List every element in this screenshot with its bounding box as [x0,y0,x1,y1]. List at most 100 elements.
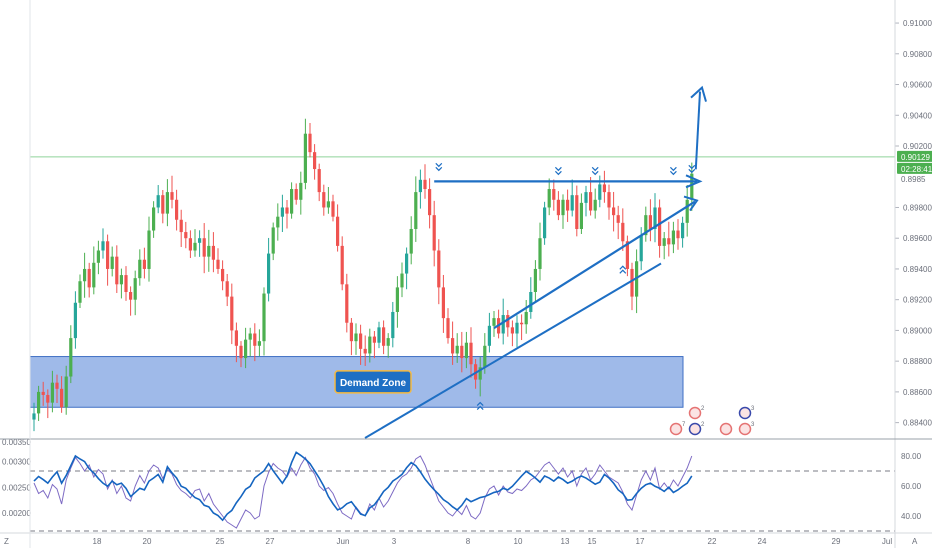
candle-body [395,287,399,312]
trendline-arrowhead [683,195,699,212]
candle-body [207,245,211,257]
candle-body [552,189,556,200]
candle-body [110,256,114,269]
current-price-value: 0.90129 [901,153,930,162]
event-badge-count: 3 [751,406,755,412]
time-axis[interactable]: 18 20 25 27 Jun 3 8 10 13 15 17 22 24 29 Jul [93,537,893,546]
price-tick-label: 0.90400 [903,111,932,120]
candle-body [106,241,110,269]
candle-body [179,219,183,233]
candle-body [216,259,220,269]
candle-body [340,245,344,285]
candle-body [156,195,160,208]
candle-body [368,336,372,354]
time-tick-label: 8 [466,537,471,546]
candle-body [230,296,234,331]
time-tick-label: 24 [758,537,767,546]
price-tick-label: 0.89600 [903,234,932,243]
time-tick-label: 20 [143,537,152,546]
event-badge-count: 3 [751,422,755,428]
price-tick-label: 0.89800 [903,203,932,212]
candle-body [152,207,156,231]
candle-body [32,413,36,420]
indicator-left-tick: 0.00300 [2,458,31,467]
candle-body [317,169,321,193]
timezone-corner-label[interactable]: Z [4,537,9,546]
candle-body [87,268,91,288]
candle-body [455,345,459,354]
candle-body [529,292,533,312]
candle-body [524,311,528,325]
candle-body [294,189,298,200]
candle-body [165,192,169,214]
candle-body [483,345,487,368]
candle-body [630,268,634,297]
price-tick-label: 0.90800 [903,50,932,59]
auto-scale-button[interactable]: A [912,537,918,546]
breakout-arrowhead [690,85,707,102]
indicator-right-tick: 40.00 [901,512,922,521]
candle-body [451,338,455,354]
candle-body [593,199,597,211]
event-badge-icon [688,422,702,436]
price-tick-label: 0.90200 [903,142,932,151]
candle-body [83,268,87,282]
candle-body [685,199,689,223]
candle-body [280,207,284,217]
candle-body [409,228,413,254]
chevron-down-marker [591,166,599,176]
candle-body [543,207,547,239]
chevron-up-marker [619,265,627,274]
indicator-left-tick: 0.00250 [2,483,31,492]
candle-body [46,394,50,403]
candle-body [354,333,358,342]
candle-body [188,238,192,251]
candle-body [69,338,73,377]
candle-body [115,256,119,285]
candle-body [478,367,482,380]
chevron-up-marker [476,401,484,411]
candle-body [239,345,243,359]
candle-body [119,275,123,285]
price-tick-label: 0.88600 [903,388,932,397]
candle-body [285,207,289,214]
candle-body [299,182,303,200]
price-tick-label: 0.89400 [903,265,932,274]
candle-body [547,189,551,208]
demand-zone-label: Demand Zone [340,378,407,389]
time-tick-label: 29 [832,537,841,546]
event-badge-count: 2 [701,406,705,412]
candle-body [515,322,519,334]
candle-body [584,192,588,203]
price-axis[interactable]: 0.91000 0.90800 0.90600 0.90400 0.90200 0.898… [895,19,932,428]
event-badge-icon [738,422,752,436]
event-badge-icon [738,406,752,420]
current-price-badge [897,150,932,162]
candle-body [575,195,579,229]
candle-body [303,133,307,183]
event-badges[interactable]: 7 2 2 3 3 [669,406,756,436]
candle-body [681,222,685,239]
price-tick-label: 0.91000 [903,19,932,28]
trend-drawings[interactable] [364,85,707,439]
candle-body [653,207,657,229]
candle-body [510,327,514,334]
candle-body [308,133,312,153]
chevron-down-marker [688,164,696,174]
candle-body [561,199,565,216]
price-tick-label: 0.89200 [903,296,932,305]
candle-body [538,238,542,269]
indicator-pane: 80.00 60.00 40.00 0.00300 0.00250 0.00200 [2,451,922,532]
candle-body [262,293,266,342]
candle-body [570,195,574,211]
price-tick-label: 0.88400 [903,419,932,428]
breakout-arrow [694,91,701,170]
indicator-partial-tick: 0.00350 [2,438,31,447]
demand-zone-badge[interactable]: Demand Zone [334,370,412,394]
candle-body [92,262,96,288]
candle-body [349,322,353,342]
time-tick-label: Jul [882,537,892,546]
